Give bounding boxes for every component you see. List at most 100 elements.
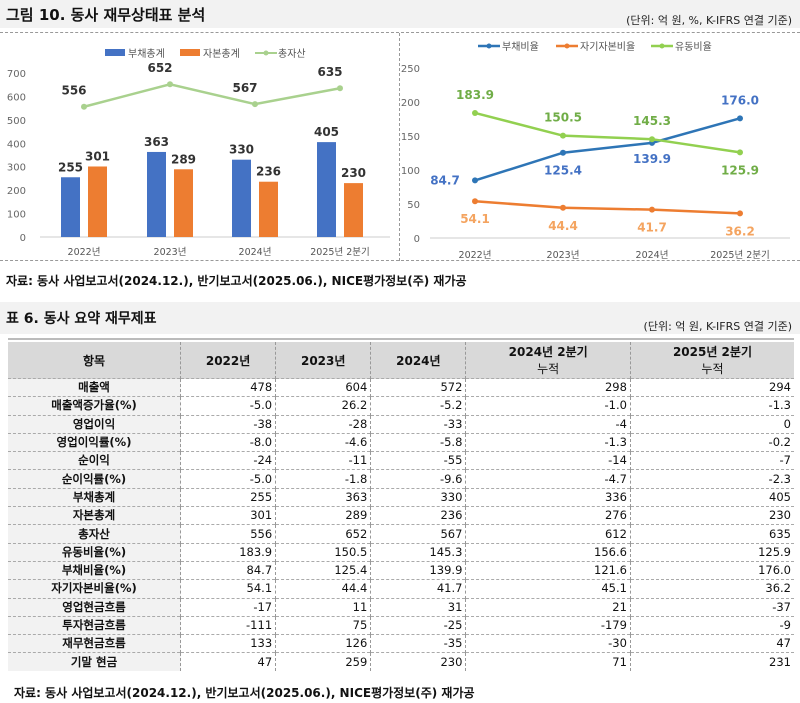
legend-marker [564,43,570,49]
cell: 75 [275,615,371,635]
cell: 139.9 [370,560,466,580]
cell: -5.0 [179,469,276,489]
divider [0,260,800,261]
bar [232,159,251,237]
data-label: 289 [171,152,196,166]
table-row: 매출액 478 604 572 298 294 [8,377,794,397]
cell: -0.2 [629,432,794,452]
data-label: 635 [317,65,342,79]
ratio-chart: 0 50 100 150 200 250 2022년 2023년 2024년 2025년 2분기 8… [401,41,790,260]
column-header-line: 항목 [82,353,106,368]
bar [317,142,336,237]
point [560,149,566,156]
column-header: 2022년 [179,342,276,379]
point [337,85,343,92]
cell: 45.1 [465,579,631,599]
cell: -5.0 [179,396,276,416]
row-label: 투자현금흐름 [8,615,181,635]
data-label: 84.7 [430,173,460,187]
x-tick-label: 2024년 [239,247,272,258]
cell: 145.3 [370,542,466,562]
column-header: 2023년 [275,342,371,379]
y-tick-label: 100 [7,210,26,221]
data-label: 652 [147,61,172,75]
point [649,136,655,143]
table-row: 영업이익 -38 -28 -33 -4 0 [8,414,794,434]
cell: -1.3 [629,396,794,416]
data-label: 567 [232,81,257,95]
cell: -25 [370,615,466,635]
cell: 230 [629,506,794,525]
column-header: 2025년 2분기 누적 [629,342,794,379]
table-row: 순이익률(%) -5.0 -1.8 -9.6 -4.7 -2.3 [8,469,794,489]
data-label: 556 [61,84,86,98]
y-tick-label: 50 [407,200,420,211]
table-row: 자기자본비율(%) 54.1 44.4 41.7 45.1 36.2 [8,579,794,599]
balance-sheet-chart: 0 100 200 300 400 500 600 700 2022년 2023년 2024년 202… [7,48,390,258]
data-label: 150.5 [544,111,582,125]
financial-summary-table: 항목 2022년 2023년 2024년 2024년 2분기 누적 2025년 2분기 누적 매… [8,342,794,671]
cell: -28 [275,414,371,434]
cell: 176.0 [629,560,794,580]
cell: -1.0 [465,396,631,416]
cell: 11 [275,597,371,617]
x-tick-label: 2023년 [547,250,580,260]
cell: -2.3 [629,469,794,489]
point [737,149,743,156]
cell: 363 [275,487,371,507]
y-tick-label: 600 [7,92,26,103]
cell: 121.6 [465,560,631,580]
point [737,210,743,217]
cell: -179 [465,615,631,635]
cell: 652 [275,524,371,544]
figure-title: 그림 10. 동사 재무상태표 분석 [6,6,206,24]
cell: 289 [275,506,371,525]
cell: -1.8 [275,469,371,489]
y-tick-label: 500 [7,116,26,127]
y-tick-label: 0 [414,234,420,245]
line-series [474,117,741,182]
point [649,206,655,213]
row-label: 영업이익률(%) [8,432,181,452]
legend-label: 부채총계 [128,48,165,60]
x-tick-label: 2024년 [636,250,669,260]
cell: -7 [629,451,794,470]
data-label: 41.7 [637,221,667,235]
column-header-line: 누적 [701,362,724,376]
data-label: 183.9 [456,88,494,102]
y-tick-label: 300 [7,163,26,174]
cell: -55 [370,451,466,470]
cell: 236 [370,506,466,525]
column-header-line: 누적 [537,362,560,376]
cell: 26.2 [275,396,371,416]
cell: 231 [629,652,794,671]
table-row: 자본총계 301 289 236 276 230 [8,506,794,525]
legend-swatch [105,49,125,56]
bar [344,183,363,237]
cell: 276 [465,506,631,525]
x-tick-label: 2025년 2분기 [310,247,369,258]
legend-label: 총자산 [278,48,306,60]
data-label: 44.4 [548,219,578,233]
table-row: 영업이익률(%) -8.0 -4.6 -5.8 -1.3 -0.2 [8,432,794,452]
bar [88,166,107,237]
cell: 255 [179,487,276,507]
x-tick-label: 2023년 [154,247,187,258]
cell: 635 [629,524,794,544]
data-label: 176.0 [721,93,759,107]
cell: 294 [629,377,794,397]
y-tick-label: 250 [401,64,420,75]
cell: 47 [629,634,794,653]
cell: 330 [370,487,466,507]
table-row: 투자현금흐름 -111 75 -25 -179 -9 [8,615,794,635]
cell: -11 [275,451,371,470]
point [472,109,478,116]
row-label: 자본총계 [8,506,181,525]
data-label: 330 [229,143,254,157]
divider [0,32,800,33]
legend-marker [263,50,269,56]
table-unit: (단위: 억 원, K-IFRS 연결 기준) [643,320,792,333]
row-label: 기말 현금 [8,652,181,671]
cell: 44.4 [275,579,371,599]
point [81,103,87,110]
